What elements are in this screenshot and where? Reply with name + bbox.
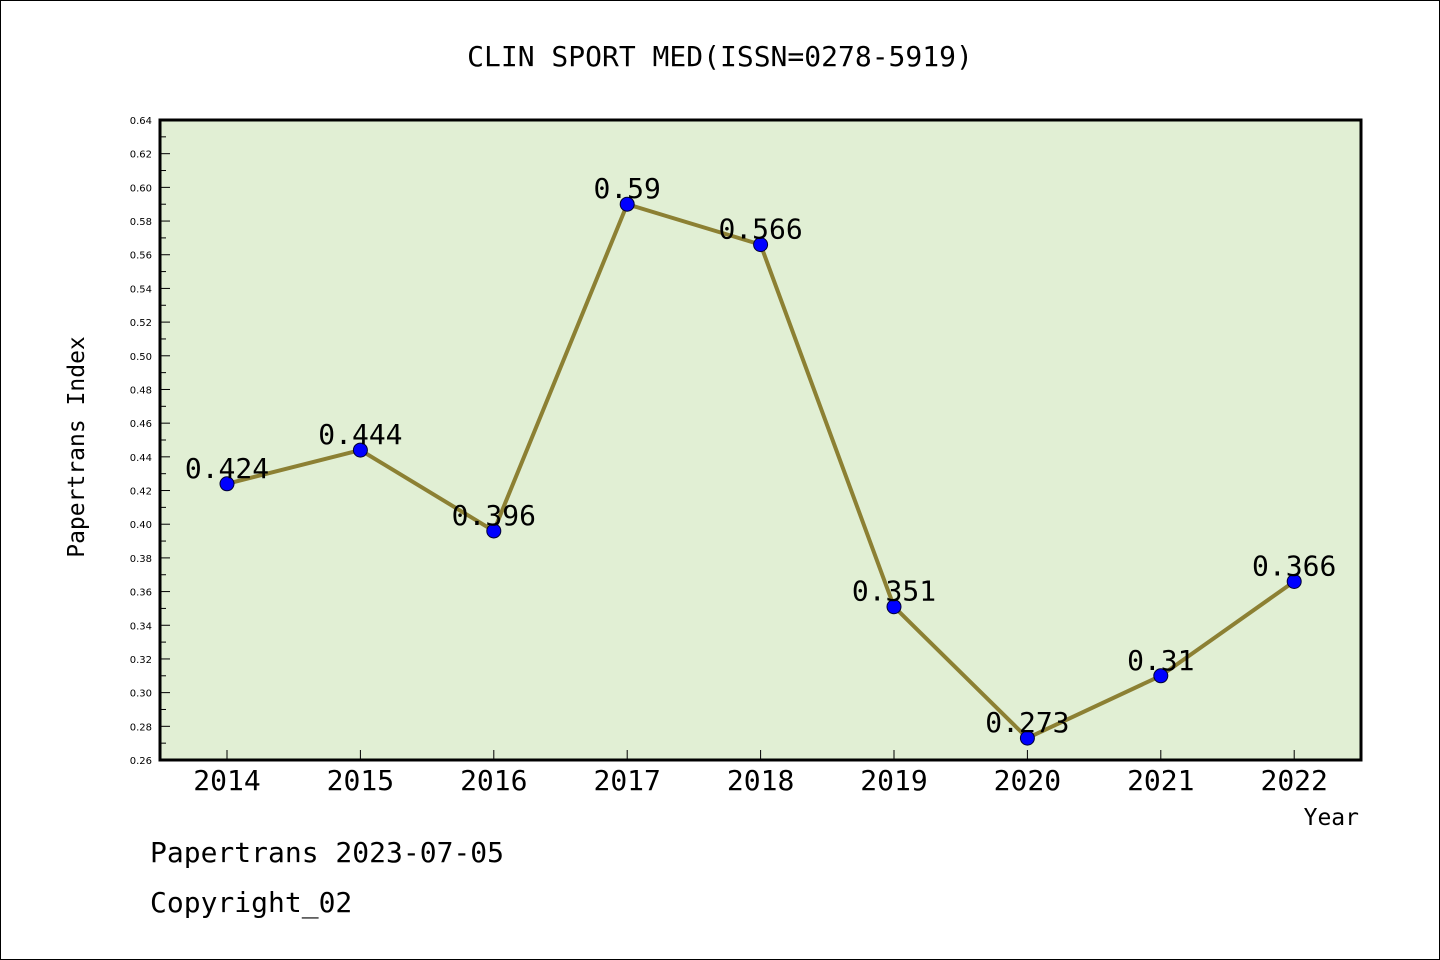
data-point-marker xyxy=(1286,573,1302,589)
x-tick-label: 2015 xyxy=(327,764,394,797)
y-tick-label: 0.44 xyxy=(130,453,152,464)
data-point-marker xyxy=(753,237,769,253)
data-label: 0.366 xyxy=(1252,549,1336,582)
x-tick-label: 2021 xyxy=(1127,764,1194,797)
y-tick-label: 0.52 xyxy=(130,318,152,329)
y-tick-label: 0.38 xyxy=(130,554,152,565)
y-tick-label: 0.56 xyxy=(130,251,152,262)
data-label: 0.444 xyxy=(318,418,402,451)
data-point-marker xyxy=(1153,668,1169,684)
x-tick-label: 2016 xyxy=(460,764,527,797)
data-label: 0.424 xyxy=(185,452,269,485)
x-axis-label: Year xyxy=(1304,805,1359,831)
plot-area xyxy=(160,120,1361,760)
y-tick-label: 0.64 xyxy=(130,116,152,127)
data-point-marker xyxy=(352,442,368,458)
y-tick-label: 0.36 xyxy=(130,588,152,599)
y-tick-label: 0.30 xyxy=(130,689,152,700)
chart-title: CLIN SPORT MED(ISSN=0278-5919) xyxy=(467,40,973,73)
x-tick-label: 2018 xyxy=(727,764,794,797)
data-label: 0.396 xyxy=(452,499,536,532)
footer-date: Papertrans 2023-07-05 xyxy=(150,836,505,869)
x-tick-label: 2014 xyxy=(193,764,260,797)
y-tick-label: 0.32 xyxy=(130,655,152,666)
y-tick-label: 0.60 xyxy=(130,183,152,194)
y-tick-label: 0.40 xyxy=(130,520,152,531)
y-tick-label: 0.26 xyxy=(130,756,152,767)
data-point-marker xyxy=(486,523,502,539)
plot-border xyxy=(158,118,1363,762)
data-label: 0.566 xyxy=(718,213,802,246)
y-tick-label: 0.42 xyxy=(130,487,152,498)
x-axis: 2014 2015 2016 2017 2018 2019 2020 2021 2022 xyxy=(193,750,1328,797)
y-tick-label: 0.34 xyxy=(130,621,152,632)
data-point-marker xyxy=(1019,730,1035,746)
x-tick-label: 2020 xyxy=(994,764,1061,797)
data-label: 0.351 xyxy=(852,575,936,608)
y-tick-label: 0.58 xyxy=(130,217,152,228)
y-tick-label: 0.50 xyxy=(130,352,152,363)
data-point-marker xyxy=(219,476,235,492)
y-tick-label: 0.46 xyxy=(130,419,152,430)
data-label: 0.59 xyxy=(593,172,660,205)
series-line-group xyxy=(219,196,1302,746)
data-label-group: 0.424 0.444 0.396 0.59 0.566 0.351 0.273 0.31 0.… xyxy=(185,172,1336,739)
y-tick-label: 0.62 xyxy=(130,150,152,161)
data-point-marker xyxy=(886,599,902,615)
footer-copyright: Copyright_02 xyxy=(150,886,353,919)
x-tick-label: 2019 xyxy=(860,764,927,797)
y-tick-label: 0.28 xyxy=(130,722,152,733)
y-tick-label: 0.48 xyxy=(130,385,152,396)
y-tick-label: 0.54 xyxy=(130,284,152,295)
x-tick-label: 2017 xyxy=(593,764,660,797)
data-point-marker xyxy=(619,196,635,212)
x-tick-label: 2022 xyxy=(1260,764,1327,797)
y-axis-label: Papertrans Index xyxy=(64,336,90,558)
data-label: 0.273 xyxy=(985,706,1069,739)
data-label: 0.31 xyxy=(1127,644,1194,677)
